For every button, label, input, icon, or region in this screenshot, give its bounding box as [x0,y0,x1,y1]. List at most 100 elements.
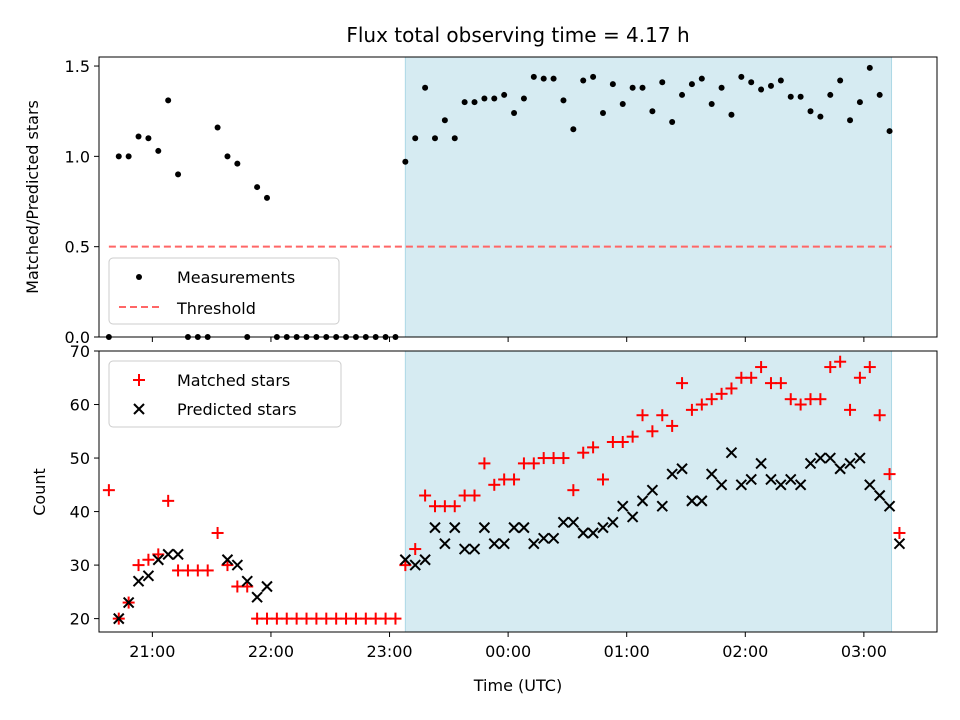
count-panel-frame [98,350,938,633]
predicted-star-point [537,532,550,545]
predicted-star-point [547,532,560,545]
measurement-point [817,113,824,120]
legend-predicted-label: Predicted stars [177,400,297,419]
measurement-point [659,79,666,86]
predicted-star-point [251,591,263,603]
count-panel: 21:00 22:00 23:00 00:00 01:00 02:00 03:00 20 30… [30,342,938,695]
predicted-star-point [686,495,698,507]
measurement-point [491,95,498,102]
measurement-point [629,84,636,91]
predicted-star-point [617,500,629,512]
ratio-legend-box [108,257,340,325]
measurement-point [807,108,814,115]
measurement-point [580,77,587,84]
matched-star-point [814,393,827,406]
count-legend-box [108,360,342,428]
legend-matched-marker [133,374,145,386]
matched-star-point [755,361,768,374]
measurement-point [481,95,488,102]
predicted-star-point [419,554,431,566]
ratio-shaded-interval [405,57,892,337]
matched-star-point [567,484,580,497]
matched-star-point [527,457,540,470]
matched-star-point [468,489,481,502]
legend-matched-label: Matched stars [177,371,290,390]
predicted-star-point [824,452,836,464]
measurement-point [550,75,557,82]
measurement-point [125,153,132,160]
measurement-point [520,95,527,102]
measurement-point [679,91,686,98]
predicted-star-point [399,554,412,566]
predicted-star-point [587,527,599,539]
measurement-point [263,194,270,201]
predicted-star-point [705,468,718,480]
measurement-point [847,117,854,124]
measurement-point [511,110,518,116]
matched-star-point [715,387,728,400]
matched-star-point [389,612,402,625]
matched-star-point [824,361,837,374]
predicted-star-point [231,559,244,571]
measurement-point [837,77,844,84]
measurement-point [866,64,873,71]
matched-star-point [102,484,115,497]
measurement-point [451,135,458,142]
predicted-star-point [636,495,649,507]
measurement-point [165,97,172,104]
measurement-point [609,81,616,88]
legend-predicted-marker [133,403,145,415]
predicted-star-point [814,452,827,464]
x-axis-label: Time (UTC) [473,676,562,695]
ratio-panel: 0.0 0.5 1.0 1.5 Matched/Predicted stars Mea… [23,56,938,347]
legend-measurements-label: Measurements [177,268,295,287]
measurement-point [530,73,537,80]
measurement-point [175,171,182,178]
predicted-star-point [666,468,678,480]
measurement-point [876,91,883,98]
legend-threshold-label: Threshold [176,299,256,318]
predicted-star-point [468,543,481,555]
measurement-point [431,135,438,142]
predicted-star-point [607,516,619,528]
measurement-point [688,81,695,88]
measurement-point [135,133,142,140]
predicted-star-point [597,521,609,534]
matched-star-point [725,382,738,395]
measurement-point [155,147,162,154]
ratio-y-tick-label: 1.0 [65,147,90,166]
ratio-y-axis-label: Matched/Predicted stars [23,100,42,294]
matched-star-point [656,409,669,422]
predicted-star-point [172,548,184,561]
predicted-star-point [765,473,777,486]
predicted-star-point [854,452,866,464]
count-x-tick-label: 02:00 [722,642,768,661]
predicted-star-point [646,484,659,496]
matched-star-point [676,377,689,390]
matched-star-point [587,441,600,454]
count-x-tick-label: 01:00 [604,642,650,661]
predicted-star-point [794,479,807,491]
predicted-star-point [498,537,510,550]
count-x-tick-label: 23:00 [366,642,412,661]
count-x-tick-label: 21:00 [129,642,175,661]
predicted-star-point [142,570,155,582]
count-y-tick-label: 20 [70,610,90,629]
count-x-tick-label: 03:00 [841,642,887,661]
matched-star-point [705,393,718,406]
predicted-star-point [883,500,896,512]
ratio-y-tick-label: 1.5 [65,57,90,76]
measurement-point [619,100,626,107]
matched-star-point [508,473,521,486]
matched-star-point [211,526,224,539]
predicted-star-point [755,457,767,470]
count-y-tick-label: 30 [70,556,90,575]
predicted-star-point [834,463,846,475]
matched-star-point [893,526,906,539]
matched-star-point [488,478,501,491]
predicted-star-point [439,537,451,550]
measurement-point [471,99,478,106]
count-y-tick-label: 70 [70,342,90,361]
matched-star-point [419,489,432,502]
